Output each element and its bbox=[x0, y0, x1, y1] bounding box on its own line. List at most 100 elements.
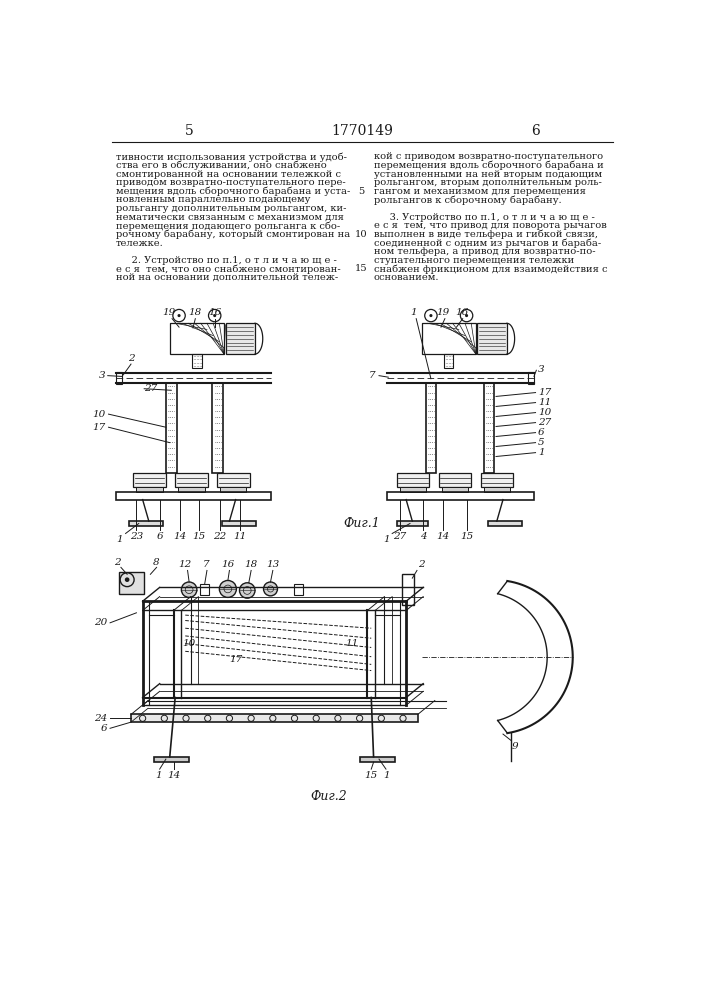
Text: рочному барабану, который смонтирован на: рочному барабану, который смонтирован на bbox=[115, 230, 350, 239]
Text: 4: 4 bbox=[420, 532, 426, 541]
Circle shape bbox=[465, 314, 468, 317]
Text: 12: 12 bbox=[179, 560, 192, 569]
Bar bbox=[131, 714, 418, 722]
Text: тележке.: тележке. bbox=[115, 239, 163, 248]
Text: 2. Устройство по п.1, о т л и ч а ю щ е -: 2. Устройство по п.1, о т л и ч а ю щ е … bbox=[115, 256, 337, 265]
Text: 15: 15 bbox=[460, 532, 473, 541]
Circle shape bbox=[240, 583, 255, 598]
Circle shape bbox=[219, 580, 236, 597]
Text: ства его в обслуживании, оно снабжено: ства его в обслуживании, оно снабжено bbox=[115, 161, 326, 170]
Text: 24: 24 bbox=[95, 714, 107, 723]
Text: 10: 10 bbox=[538, 408, 551, 417]
Bar bbox=[170, 323, 224, 354]
Bar bbox=[397, 473, 429, 487]
Bar bbox=[397, 521, 428, 526]
Text: 5: 5 bbox=[185, 124, 194, 138]
Text: 10: 10 bbox=[355, 230, 368, 239]
Bar bbox=[387, 492, 534, 500]
Text: смонтированной на основании тележкой с: смонтированной на основании тележкой с bbox=[115, 170, 341, 179]
Text: 14: 14 bbox=[167, 771, 180, 780]
Text: 14: 14 bbox=[437, 532, 450, 541]
Bar bbox=[444, 354, 453, 368]
Text: перемещения подающего рольганга к сбо-: перемещения подающего рольганга к сбо- bbox=[115, 221, 340, 231]
Text: рольгангом, вторым дополнительным роль-: рольгангом, вторым дополнительным роль- bbox=[373, 178, 602, 187]
Bar bbox=[293, 584, 303, 595]
Bar bbox=[402, 574, 414, 605]
Text: 1: 1 bbox=[538, 448, 544, 457]
Text: 3: 3 bbox=[99, 371, 105, 380]
Text: 6: 6 bbox=[531, 124, 540, 138]
Text: 16: 16 bbox=[455, 308, 469, 317]
Text: 15: 15 bbox=[192, 532, 206, 541]
Text: 3. Устройство по п.1, о т л и ч а ю щ е -: 3. Устройство по п.1, о т л и ч а ю щ е … bbox=[373, 213, 595, 222]
Text: 6: 6 bbox=[156, 532, 163, 541]
Text: 17: 17 bbox=[538, 388, 551, 397]
Text: 15: 15 bbox=[365, 771, 378, 780]
Text: 8: 8 bbox=[153, 558, 160, 567]
Text: 9: 9 bbox=[511, 742, 518, 751]
Text: установленными на ней вторым подающим: установленными на ней вторым подающим bbox=[373, 170, 602, 179]
Bar bbox=[421, 323, 476, 354]
Text: 5: 5 bbox=[358, 187, 364, 196]
Bar bbox=[200, 584, 209, 595]
Bar bbox=[477, 323, 507, 354]
Bar bbox=[115, 372, 122, 384]
Text: тивности использования устройства и удоб-: тивности использования устройства и удоб… bbox=[115, 152, 346, 162]
Bar bbox=[484, 383, 494, 473]
Bar bbox=[226, 323, 255, 354]
Text: основанием.: основанием. bbox=[373, 273, 439, 282]
Text: 17: 17 bbox=[229, 654, 243, 664]
Text: 1: 1 bbox=[383, 771, 390, 780]
Circle shape bbox=[429, 314, 433, 317]
Text: 14: 14 bbox=[173, 532, 187, 541]
Text: соединенной с одним из рычагов и бараба-: соединенной с одним из рычагов и бараба- bbox=[373, 239, 601, 248]
Bar bbox=[115, 492, 271, 500]
Text: 2: 2 bbox=[418, 560, 424, 569]
Bar bbox=[192, 354, 201, 368]
Text: 20: 20 bbox=[95, 618, 107, 627]
Circle shape bbox=[213, 314, 216, 317]
Text: ном тельфера, а привод для возвратно-по-: ном тельфера, а привод для возвратно-по- bbox=[373, 247, 595, 256]
Text: 7: 7 bbox=[368, 371, 375, 380]
Text: гангом и механизмом для перемещения: гангом и механизмом для перемещения bbox=[373, 187, 585, 196]
Bar bbox=[134, 473, 166, 487]
Text: 17: 17 bbox=[92, 423, 105, 432]
Bar bbox=[175, 473, 208, 487]
Text: ной на основании дополнительной тележ-: ной на основании дополнительной тележ- bbox=[115, 273, 338, 282]
Bar bbox=[484, 487, 510, 492]
Text: 2: 2 bbox=[128, 354, 134, 363]
Text: 1: 1 bbox=[411, 308, 417, 317]
Text: приводом возвратно-поступательного пере-: приводом возвратно-поступательного пере- bbox=[115, 178, 345, 187]
Text: 27: 27 bbox=[144, 384, 158, 393]
Text: 11: 11 bbox=[233, 532, 246, 541]
Circle shape bbox=[177, 314, 180, 317]
Text: е с я  тем, что оно снабжено смонтирован-: е с я тем, что оно снабжено смонтирован- bbox=[115, 264, 340, 274]
Text: 5: 5 bbox=[538, 438, 544, 447]
Text: 7: 7 bbox=[203, 560, 209, 569]
Text: 13: 13 bbox=[267, 560, 279, 569]
Text: мещения вдоль сборочного барабана и уста-: мещения вдоль сборочного барабана и уста… bbox=[115, 187, 350, 196]
Text: перемещения вдоль сборочного барабана и: перемещения вдоль сборочного барабана и bbox=[373, 161, 603, 170]
Text: нематически связанным с механизмом для: нематически связанным с механизмом для bbox=[115, 213, 344, 222]
Text: рольгангов к сборочному барабану.: рольгангов к сборочному барабану. bbox=[373, 195, 561, 205]
Text: 10: 10 bbox=[92, 410, 105, 419]
Text: 6: 6 bbox=[538, 428, 544, 437]
Text: 18: 18 bbox=[245, 560, 258, 569]
Text: выполнен в виде тельфера и гибкой связи,: выполнен в виде тельфера и гибкой связи, bbox=[373, 230, 597, 239]
Bar bbox=[528, 372, 534, 384]
Text: 1: 1 bbox=[155, 771, 161, 780]
Text: е с я  тем, что привод для поворота рычагов: е с я тем, что привод для поворота рычаг… bbox=[373, 221, 607, 230]
Text: 2: 2 bbox=[115, 558, 121, 567]
Bar bbox=[400, 487, 426, 492]
Text: 11: 11 bbox=[538, 398, 551, 407]
Text: 27: 27 bbox=[393, 532, 407, 541]
Text: снабжен фрикционом для взаимодействия с: снабжен фрикционом для взаимодействия с bbox=[373, 264, 607, 274]
Text: 11: 11 bbox=[345, 639, 358, 648]
Text: 22: 22 bbox=[214, 532, 227, 541]
Text: Фиг.2: Фиг.2 bbox=[310, 790, 347, 803]
Text: кой с приводом возвратно-поступательного: кой с приводом возвратно-поступательного bbox=[373, 152, 602, 161]
Bar bbox=[178, 487, 204, 492]
Text: 19: 19 bbox=[437, 308, 450, 317]
Bar bbox=[154, 757, 189, 762]
Text: новленным параллельно подающему: новленным параллельно подающему bbox=[115, 195, 310, 204]
